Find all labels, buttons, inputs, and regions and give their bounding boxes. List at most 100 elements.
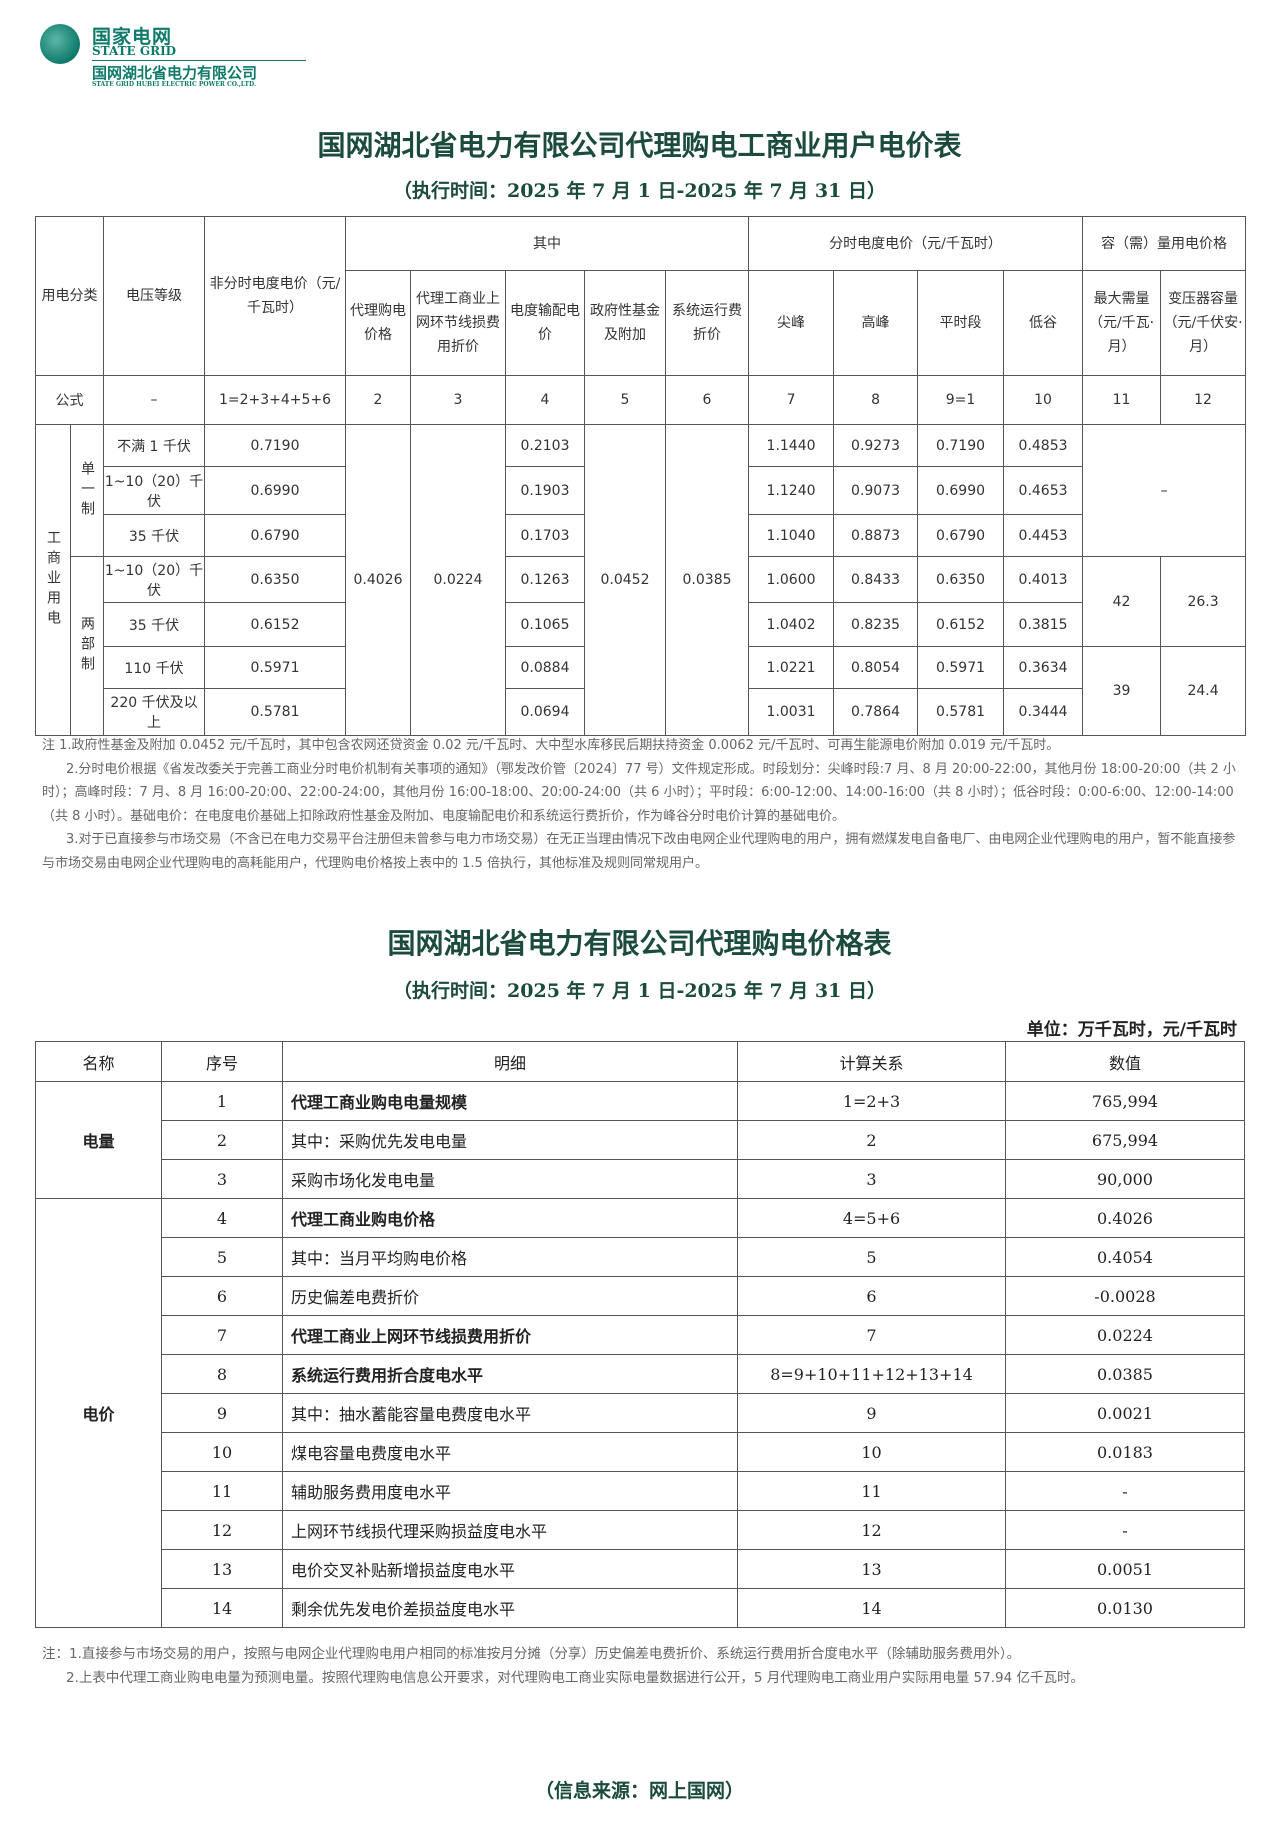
calc-cell: 10 — [737, 1432, 1006, 1472]
table-row: 220 千伏及以上 0.5781 0.0694 1.0031 0.7864 0.5781 0… — [36, 688, 1246, 736]
calc-cell: 12 — [737, 1510, 1006, 1550]
logo-en: STATE GRID — [92, 44, 177, 58]
value-cell: - — [1005, 1471, 1245, 1511]
subheader-10: 变压器容量（元/千伏安·月） — [1160, 270, 1247, 376]
value-cell: 0.0021 — [1005, 1393, 1245, 1433]
value-cell: 0.0224 — [1005, 1315, 1245, 1355]
table-row: 11 辅助服务费用度电水平 11- — [36, 1471, 1245, 1511]
max-demand-price: 39 — [1082, 646, 1162, 736]
group-label: 电量 — [35, 1081, 162, 1199]
table-row: 电量 1 代理工商业购电电量规模 1=2+3 765,994 — [35, 1081, 1245, 1199]
row-number: 11 — [161, 1471, 283, 1511]
detail-cell: 上网环节线损代理采购损益度电水平 — [282, 1510, 738, 1550]
table2-title: 国网湖北省电力有限公司代理购电价格表 — [387, 927, 892, 960]
table-row: 1~10（20）千伏 0.6990 0.1903 1.1240 0.9073 0.6990… — [36, 466, 1246, 515]
value-cell: 0.0183 — [1005, 1432, 1245, 1472]
tou-price: 0.6152 — [917, 602, 1005, 647]
non-tou-price: 0.6990 — [204, 466, 346, 515]
table-row: 3 采购市场化发电电量 3 90,000 — [36, 1159, 1245, 1199]
calc-cell: 14 — [737, 1588, 1006, 1628]
calc-cell: 6 — [737, 1276, 1006, 1316]
formula-cell: 10 — [1003, 375, 1084, 425]
note-1: 注 1.政府性基金及附加 0.0452 元/千瓦时，其中包含农网还贷资金 0.0… — [42, 738, 1060, 753]
table-row: 110 千伏 0.5971 0.0884 1.0221 0.8054 0.5971 0.36… — [36, 646, 1247, 736]
formula-cell: 6 — [664, 375, 750, 425]
subheader-6: 高峰 — [833, 270, 919, 376]
subheader-9: 最大需量（元/千瓦·月） — [1082, 270, 1162, 376]
row-number: 3 — [161, 1159, 283, 1199]
header-cell: 明细 — [282, 1041, 738, 1082]
table2-period: （执行时间：2025 年 7 月 1 日-2025 年 7 月 31 日） — [393, 980, 886, 1002]
header-tou: 分时电度电价（元/千瓦时） — [748, 216, 1084, 271]
distribution-price: 0.0694 — [505, 688, 585, 736]
tou-price: 0.5781 — [917, 688, 1005, 736]
row-number: 9 — [161, 1393, 283, 1433]
subheader-3: 政府性基金及附加 — [584, 270, 666, 376]
note-2: 2.上表中代理工商业购电电量为预测电量。按照代理购电信息公开要求，对代理购电工商… — [66, 1669, 1084, 1686]
value-cell: 0.0130 — [1005, 1588, 1245, 1628]
formula-cell: 1=2+3+4+5+6 — [204, 375, 346, 425]
state-grid-logo: 国家电网 STATE GRID 国网湖北省电力有限公司 STATE GRID H… — [36, 20, 306, 88]
non-tou-price: 0.6790 — [204, 514, 346, 557]
header-cell: 数值 — [1005, 1041, 1245, 1082]
value-cell: 0.0385 — [1005, 1354, 1245, 1394]
table-row: 2 其中：采购优先发电电量 2 675,994 — [36, 1120, 1245, 1160]
calc-cell: 1=2+3 — [737, 1081, 1006, 1121]
row-number: 14 — [161, 1588, 283, 1628]
tou-price: 0.8054 — [833, 646, 919, 689]
formula-cell: 12 — [1160, 375, 1247, 425]
distribution-price: 0.1903 — [505, 466, 585, 515]
row-number: 1 — [161, 1081, 283, 1121]
row-number: 10 — [161, 1432, 283, 1472]
header-capacity: 容（需）量用电价格 — [1082, 216, 1247, 271]
tou-price: 0.3634 — [1003, 646, 1084, 689]
table-row: 10 煤电容量电费度电水平 10 0.0183 — [36, 1432, 1245, 1472]
tou-price: 0.8235 — [833, 602, 919, 647]
tou-price: 0.4453 — [1003, 514, 1084, 557]
subheader-8: 低谷 — [1003, 270, 1084, 376]
table-row: 8 系统运行费用折合度电水平 8=9+10+11+12+13+14 0.0385 — [36, 1354, 1245, 1394]
calc-cell: 5 — [737, 1237, 1006, 1277]
value-cell: -0.0028 — [1005, 1276, 1245, 1316]
subheader-7: 平时段 — [917, 270, 1005, 376]
tou-price: 0.7190 — [917, 424, 1005, 467]
distribution-price: 0.1065 — [505, 602, 585, 647]
two-part-label: 两部制 — [70, 556, 104, 736]
tou-price: 1.0221 — [748, 646, 835, 689]
detail-cell: 代理工商业上网环节线损费用折价 — [282, 1315, 738, 1355]
table-row: 12 上网环节线损代理采购损益度电水平 12- — [36, 1510, 1245, 1550]
distribution-price: 0.1263 — [505, 556, 585, 603]
tou-price: 1.1040 — [748, 514, 835, 557]
voltage-cell: 1~10（20）千伏 — [103, 556, 205, 603]
category-label: 工商业用电 — [35, 424, 71, 736]
subheader-5: 尖峰 — [748, 270, 835, 376]
detail-cell: 其中：采购优先发电电量 — [282, 1120, 738, 1160]
transformer-capacity-price: 24.4 — [1160, 646, 1247, 736]
value-cell: 765,994 — [1005, 1081, 1245, 1121]
table-row: 7 代理工商业上网环节线损费用折价 7 0.0224 — [36, 1315, 1245, 1355]
tou-price: 1.0600 — [748, 556, 835, 603]
formula-cell: 4 — [505, 375, 585, 425]
formula-voltage: – — [103, 375, 205, 425]
tou-price: 0.5971 — [917, 646, 1005, 689]
row-number: 12 — [161, 1510, 283, 1550]
detail-cell: 其中：当月平均购电价格 — [282, 1237, 738, 1277]
formula-cell: 11 — [1082, 375, 1162, 425]
tou-price: 0.3444 — [1003, 688, 1084, 736]
voltage-cell: 220 千伏及以上 — [103, 688, 205, 736]
proxy-price: 0.4026 — [345, 424, 411, 736]
unit-label: 单位：万千瓦时，元/千瓦时 — [1026, 1020, 1237, 1040]
tou-price: 0.4013 — [1003, 556, 1084, 603]
detail-cell: 煤电容量电费度电水平 — [282, 1432, 738, 1472]
detail-cell: 采购市场化发电电量 — [282, 1159, 738, 1199]
note-3: 3.对于已直接参与市场交易（不含已在电力交易平台注册但未曾参与电力市场交易）在无… — [42, 832, 1236, 871]
logo-divider — [92, 60, 306, 61]
header-non-tou: 非分时电度电价（元/千瓦时） — [204, 216, 346, 376]
transformer-capacity-price: 26.3 — [1160, 556, 1247, 647]
tou-price: 0.4653 — [1003, 466, 1084, 515]
group-label: 电价 — [35, 1198, 162, 1628]
table1-period: （执行时间：2025 年 7 月 1 日-2025 年 7 月 31 日） — [393, 180, 886, 202]
detail-cell: 系统运行费用折合度电水平 — [282, 1354, 738, 1394]
price-table: 用电分类 电压等级 非分时电度电价（元/千瓦时） 其中 分时电度电价（元/千瓦时… — [35, 216, 1247, 736]
fund-price: 0.0452 — [584, 424, 666, 736]
